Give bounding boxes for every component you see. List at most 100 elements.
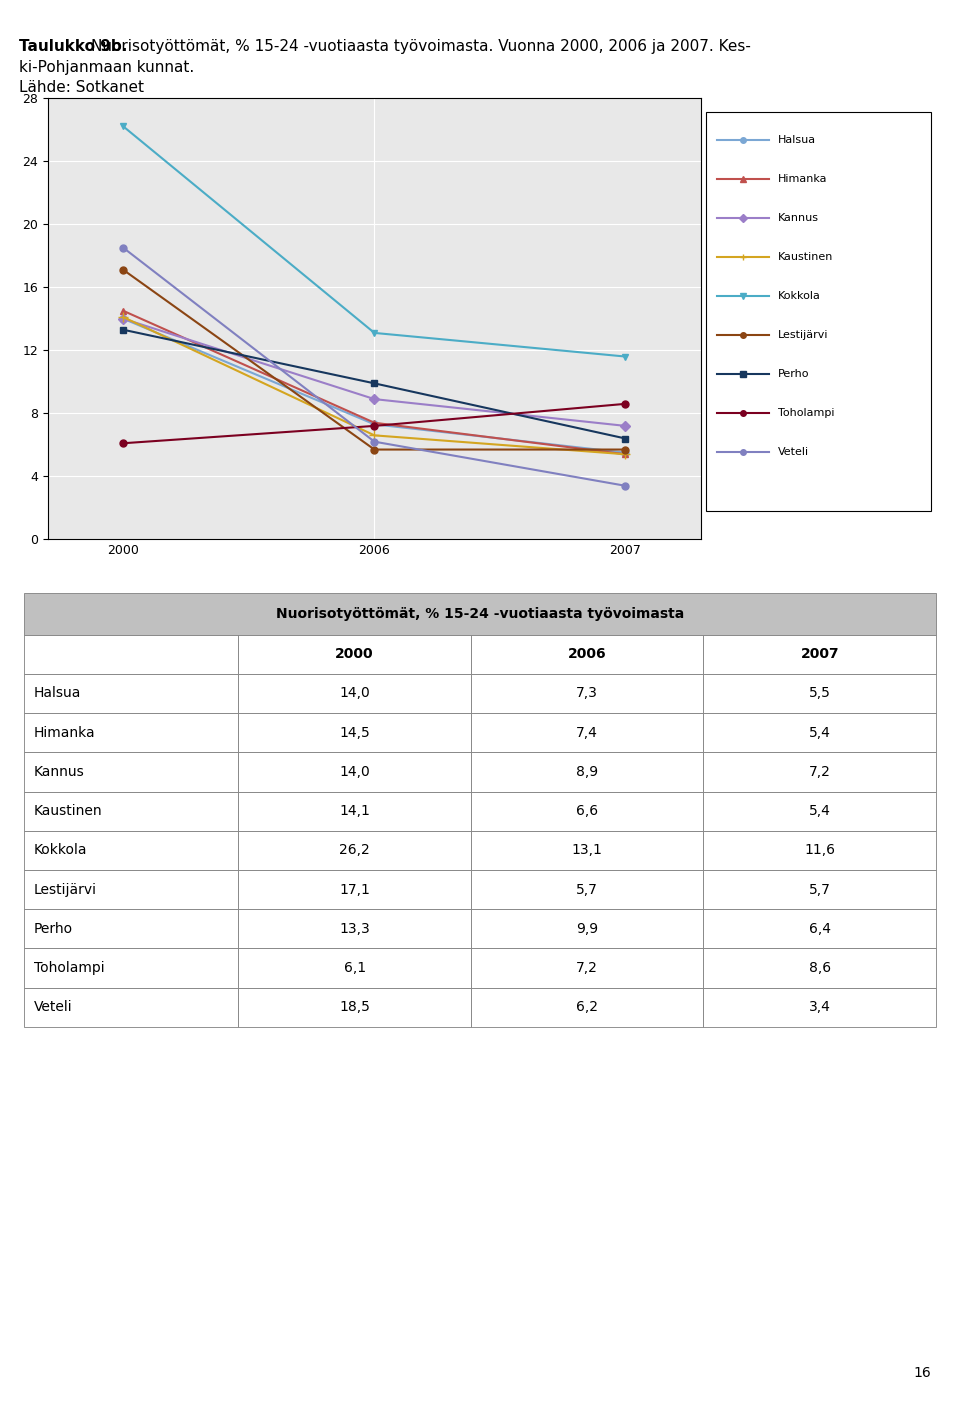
Lestijärvi: [620, 441, 632, 458]
Text: 13,1: 13,1: [572, 843, 603, 857]
Text: Lestijärvi: Lestijärvi: [778, 331, 828, 340]
Text: 13,3: 13,3: [339, 922, 370, 936]
Text: Lähde: Sotkanet: Lähde: Sotkanet: [19, 80, 144, 95]
Text: Taulukko 9b.: Taulukko 9b.: [19, 39, 128, 55]
Line: Himanka: Himanka: [120, 307, 629, 458]
Bar: [24, 593, 936, 635]
Bar: [24, 909, 238, 948]
Text: 2000: 2000: [335, 647, 373, 661]
Kaustinen: [117, 308, 129, 325]
Bar: [238, 674, 470, 713]
Toholampi: [620, 395, 632, 412]
Text: 14,0: 14,0: [339, 686, 370, 700]
Line: Halsua: Halsua: [120, 315, 629, 457]
Bar: [470, 713, 704, 752]
Text: 7,4: 7,4: [576, 726, 598, 740]
Bar: [470, 909, 704, 948]
Text: 5,5: 5,5: [808, 686, 830, 700]
Bar: [24, 792, 238, 831]
Text: 26,2: 26,2: [339, 843, 370, 857]
Bar: [238, 792, 470, 831]
Line: Lestijärvi: Lestijärvi: [120, 266, 629, 453]
Kokkola: [369, 325, 380, 342]
Line: Perho: Perho: [120, 326, 629, 441]
Bar: [470, 792, 704, 831]
Text: 5,7: 5,7: [808, 883, 830, 897]
Text: Himanka: Himanka: [34, 726, 95, 740]
Line: Kannus: Kannus: [120, 315, 629, 429]
Text: 6,1: 6,1: [344, 961, 366, 975]
Himanka: [117, 303, 129, 319]
Text: Nuorisotyöttömät, % 15-24 -vuotiaasta työvoimasta. Vuonna 2000, 2006 ja 2007. Ke: Nuorisotyöttömät, % 15-24 -vuotiaasta ty…: [91, 39, 751, 55]
Text: 14,0: 14,0: [339, 765, 370, 779]
Line: Toholampi: Toholampi: [120, 401, 629, 447]
Bar: [238, 752, 470, 792]
Text: 7,2: 7,2: [576, 961, 598, 975]
Text: Kannus: Kannus: [778, 213, 819, 223]
Text: 7,3: 7,3: [576, 686, 598, 700]
Text: 9,9: 9,9: [576, 922, 598, 936]
Text: 8,9: 8,9: [576, 765, 598, 779]
Text: Kannus: Kannus: [34, 765, 84, 779]
Kaustinen: [369, 427, 380, 444]
Bar: [24, 988, 238, 1027]
Line: Kokkola: Kokkola: [120, 123, 629, 360]
Bar: [238, 870, 470, 909]
Perho: [117, 321, 129, 338]
Himanka: [620, 446, 632, 462]
Veteli: [620, 478, 632, 495]
Bar: [704, 752, 936, 792]
Text: Perho: Perho: [34, 922, 73, 936]
Bar: [238, 948, 470, 988]
Bar: [704, 713, 936, 752]
Halsua: [369, 416, 380, 433]
Bar: [704, 792, 936, 831]
Text: Veteli: Veteli: [34, 1000, 72, 1014]
Bar: [238, 909, 470, 948]
Perho: [369, 375, 380, 392]
Bar: [704, 988, 936, 1027]
Bar: [704, 948, 936, 988]
Bar: [24, 948, 238, 988]
Bar: [470, 831, 704, 870]
Text: 16: 16: [914, 1366, 931, 1380]
Text: 6,4: 6,4: [808, 922, 830, 936]
Text: Halsua: Halsua: [778, 134, 816, 146]
Text: 6,6: 6,6: [576, 804, 598, 818]
Bar: [470, 674, 704, 713]
Bar: [238, 988, 470, 1027]
Text: 5,4: 5,4: [808, 726, 830, 740]
Line: Veteli: Veteli: [120, 244, 629, 489]
Lestijärvi: [117, 262, 129, 279]
Bar: [24, 713, 238, 752]
Line: Kaustinen: Kaustinen: [118, 312, 631, 460]
Lestijärvi: [369, 441, 380, 458]
Text: Halsua: Halsua: [34, 686, 81, 700]
Veteli: [369, 433, 380, 450]
Text: Kokkola: Kokkola: [34, 843, 87, 857]
Bar: [704, 831, 936, 870]
Text: 14,5: 14,5: [339, 726, 370, 740]
Bar: [238, 713, 470, 752]
Himanka: [369, 415, 380, 432]
Text: Perho: Perho: [778, 370, 809, 380]
Text: 18,5: 18,5: [339, 1000, 370, 1014]
Text: 2007: 2007: [801, 647, 839, 661]
Kokkola: [117, 118, 129, 134]
Bar: [470, 635, 704, 674]
Bar: [470, 988, 704, 1027]
Text: 6,2: 6,2: [576, 1000, 598, 1014]
Perho: [620, 430, 632, 447]
Text: 7,2: 7,2: [808, 765, 830, 779]
Kokkola: [620, 349, 632, 366]
Kannus: [369, 391, 380, 408]
Kaustinen: [620, 446, 632, 462]
Text: 2006: 2006: [568, 647, 607, 661]
Bar: [704, 909, 936, 948]
Text: Kokkola: Kokkola: [778, 291, 821, 301]
Text: Toholampi: Toholampi: [34, 961, 105, 975]
Text: Kaustinen: Kaustinen: [34, 804, 102, 818]
Bar: [470, 870, 704, 909]
Bar: [24, 870, 238, 909]
Bar: [704, 674, 936, 713]
